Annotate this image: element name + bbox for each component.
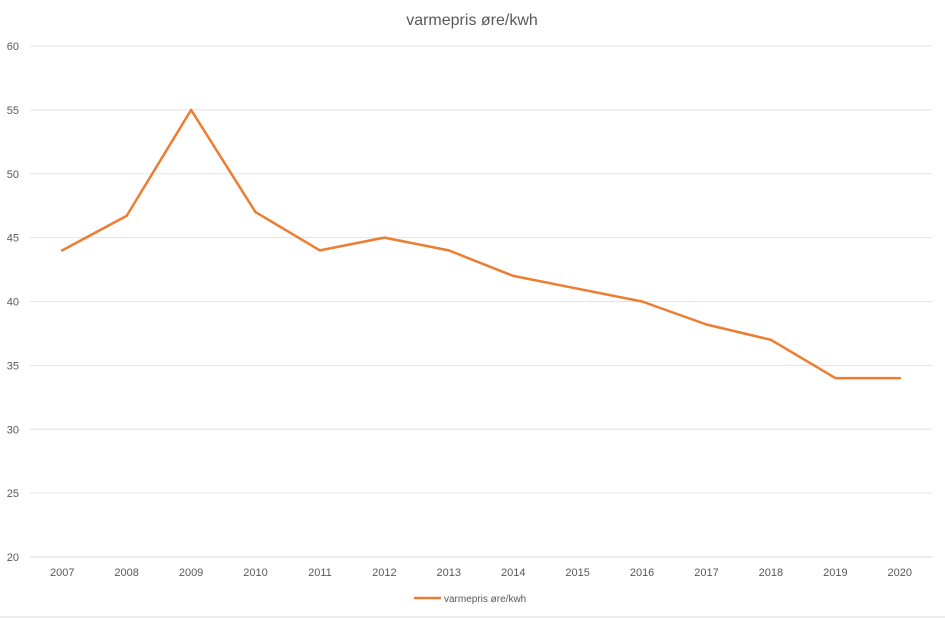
data-point	[576, 287, 579, 290]
data-point	[640, 300, 644, 303]
x-tick-label: 2014	[501, 567, 525, 579]
data-point	[898, 376, 901, 380]
data-point	[447, 249, 450, 252]
x-tick-label: 2013	[437, 567, 461, 579]
y-tick-label: 50	[7, 169, 19, 181]
data-point	[834, 376, 837, 380]
legend: varmepris øre/kwh	[414, 594, 526, 605]
x-tick-label: 2010	[243, 567, 267, 579]
series-layer	[60, 108, 902, 380]
data-point	[512, 274, 515, 278]
y-tick-label: 30	[7, 424, 19, 436]
y-tick-label: 55	[7, 105, 19, 117]
y-tick-label: 40	[7, 297, 19, 309]
y-tick-label: 20	[7, 552, 19, 564]
y-axis: 20 25 30 35 40 45 50 55 60	[7, 41, 19, 564]
x-tick-label: 2015	[565, 567, 589, 579]
y-tick-label: 25	[7, 488, 19, 500]
data-point	[769, 338, 773, 342]
x-tick-label: 2007	[50, 567, 74, 579]
x-tick-label: 2017	[694, 567, 718, 579]
x-tick-label: 2008	[114, 567, 138, 579]
x-axis: 2007 2008 2009 2010 2011 2012 2013 2014 2015 2016…	[50, 567, 912, 579]
x-tick-label: 2020	[888, 567, 912, 579]
x-tick-label: 2019	[823, 567, 847, 579]
series-line	[60, 108, 902, 380]
x-tick-label: 2018	[759, 567, 783, 579]
data-point	[189, 108, 193, 112]
chart-title: varmepris øre/kwh	[406, 12, 538, 29]
data-point	[318, 249, 322, 252]
data-point	[254, 210, 257, 214]
x-tick-label: 2011	[308, 567, 332, 579]
x-tick-label: 2012	[372, 567, 396, 579]
data-point	[61, 249, 64, 252]
y-tick-label: 45	[7, 233, 19, 245]
data-point	[705, 323, 708, 326]
gridlines	[30, 45, 932, 558]
x-tick-label: 2009	[179, 567, 203, 579]
legend-label: varmepris øre/kwh	[444, 594, 526, 605]
y-tick-label: 35	[7, 360, 19, 372]
y-tick-label: 60	[7, 41, 19, 53]
data-point	[383, 236, 386, 239]
x-tick-label: 2016	[630, 567, 654, 579]
data-point	[125, 214, 128, 218]
